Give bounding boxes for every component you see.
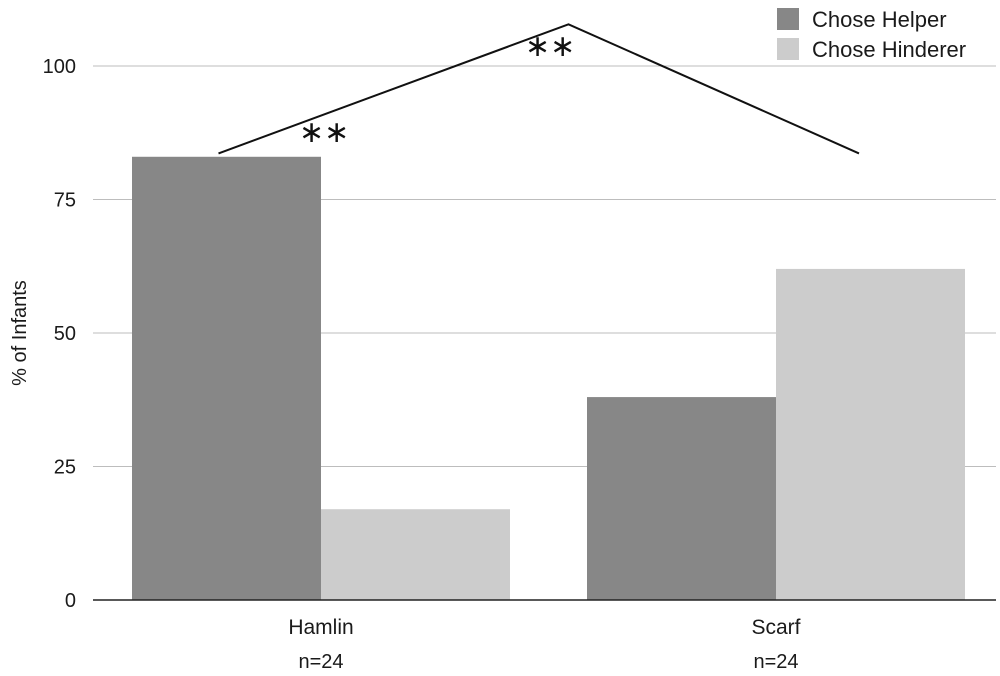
y-tick-label: 50 [54, 323, 76, 345]
legend-swatch [777, 38, 799, 60]
significance-marker-top: ∗∗ [525, 30, 575, 63]
significance-line [218, 23, 860, 155]
category-label: Hamlin [288, 616, 353, 639]
y-tick-label: 75 [54, 190, 76, 212]
y-axis-label: % of Infants [9, 280, 31, 386]
legend-label: Chose Helper [812, 7, 947, 32]
bar-scarf-chose-helper [587, 397, 776, 600]
category-sample-size: n=24 [298, 651, 343, 673]
bars [132, 156, 965, 600]
category-label: Scarf [751, 616, 800, 639]
y-tick-label: 0 [65, 590, 76, 612]
bar-hamlin-chose-helper [132, 156, 321, 600]
category-labels: Hamlin n=24 Scarf n=24 [288, 616, 800, 673]
y-tick-label: 25 [54, 457, 76, 479]
legend-label: Chose Hinderer [812, 37, 966, 62]
significance-marker-left: ∗∗ [299, 116, 349, 149]
category-sample-size: n=24 [753, 651, 798, 673]
significance-annotation: ∗∗ ∗∗ [218, 23, 860, 155]
legend-swatch [777, 8, 799, 30]
y-ticks: 0 25 50 75 100 [43, 56, 76, 612]
y-tick-label: 100 [43, 56, 76, 78]
bar-hamlin-chose-hinderer [321, 509, 510, 600]
legend: Chose Helper Chose Hinderer [777, 7, 966, 62]
bar-scarf-chose-hinderer [776, 268, 965, 600]
